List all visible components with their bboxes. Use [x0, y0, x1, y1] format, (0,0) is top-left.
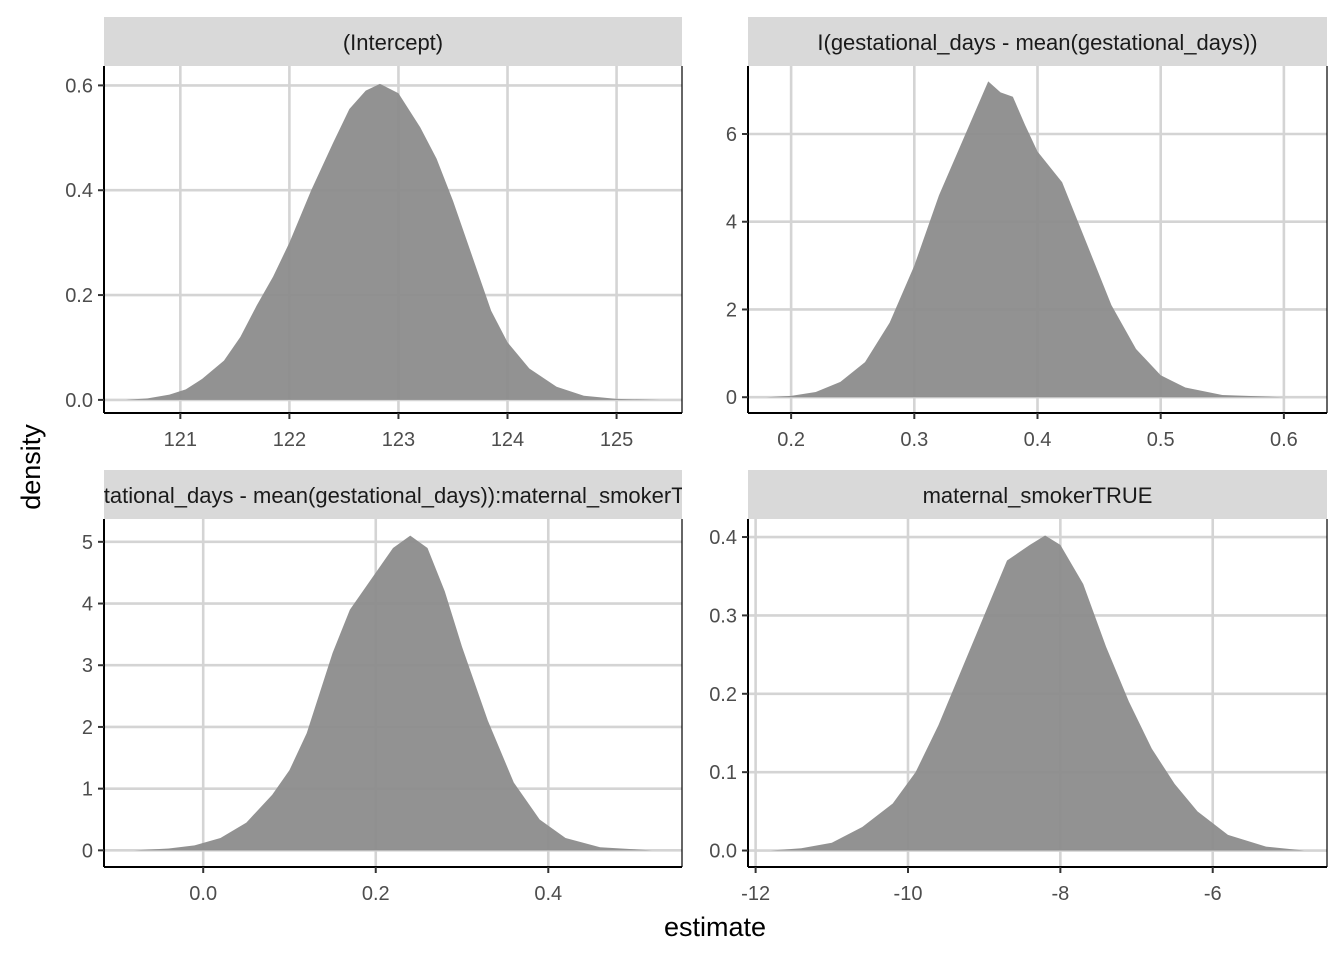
y-tick-label: 0.2 [709, 684, 737, 706]
x-tick-label: 0.5 [1147, 429, 1175, 451]
density-area [125, 83, 661, 400]
y-tick-label: 6 [726, 124, 737, 146]
facet-strip [748, 470, 1327, 519]
y-tick-label: 2 [82, 717, 93, 739]
x-tick-label: 125 [600, 429, 633, 451]
x-tick-label: 121 [164, 429, 197, 451]
y-tick-label: 0.0 [709, 841, 737, 863]
y-tick-label: 0.4 [65, 180, 93, 202]
x-tick-label: 0.3 [900, 429, 928, 451]
y-tick-label: 0 [82, 840, 93, 862]
y-tick-label: 5 [82, 532, 93, 554]
facet-strip [104, 470, 682, 519]
y-tick-label: 4 [726, 212, 737, 234]
x-tick-label: 0.4 [1024, 429, 1052, 451]
facet-panel: (Intercept) 0.0 0.2 0.4 0.6 121 122 123 124 125 [65, 17, 683, 451]
facet-strip-label: (Intercept) [343, 30, 443, 55]
facet-panel: maternal_smokerTRUE 0.0 0.1 0.2 0.3 0.4 -12 -10… [709, 470, 1328, 905]
x-tick-label: 0.2 [362, 883, 390, 905]
y-tick-label: 0.3 [709, 605, 737, 627]
density-area [770, 535, 1305, 851]
x-tick-label: 124 [491, 429, 524, 451]
x-axis-title: estimate [664, 912, 766, 942]
y-tick-label: 1 [82, 779, 93, 801]
facet-strip-label: maternal_smokerTRUE [923, 483, 1153, 508]
x-tick-label: 122 [273, 429, 306, 451]
facet-strip-label: I(gestational_days - mean(gestational_da… [817, 30, 1257, 55]
y-tick-label: 3 [82, 655, 93, 677]
facet-panel: I(gestational_days - mean(gestational_da… [726, 17, 1328, 451]
facet-strip [748, 17, 1327, 66]
y-tick-label: 0 [726, 387, 737, 409]
density-area [134, 535, 652, 851]
density-area [766, 81, 1284, 398]
x-tick-label: 0.2 [777, 429, 805, 451]
y-tick-label: 0.1 [709, 762, 737, 784]
y-tick-label: 0.0 [65, 390, 93, 412]
facet-strip [104, 17, 682, 66]
x-tick-label: 0.0 [189, 883, 217, 905]
y-axis-title: density [16, 424, 46, 510]
x-tick-label: -6 [1204, 883, 1222, 905]
x-tick-label: 0.4 [534, 883, 562, 905]
x-tick-label: 0.6 [1270, 429, 1298, 451]
y-tick-label: 2 [726, 299, 737, 321]
y-tick-label: 0.4 [709, 527, 737, 549]
y-tick-label: 4 [82, 594, 93, 616]
x-tick-label: -10 [894, 883, 923, 905]
facet-strip-label: I(gestational_days - mean(gestational_da… [55, 483, 731, 508]
y-tick-label: 0.2 [65, 285, 93, 307]
x-tick-label: 123 [382, 429, 415, 451]
facet-panel: I(gestational_days - mean(gestational_da… [55, 470, 731, 905]
x-tick-label: -12 [741, 883, 770, 905]
x-tick-label: -8 [1051, 883, 1069, 905]
y-tick-label: 0.6 [65, 75, 93, 97]
